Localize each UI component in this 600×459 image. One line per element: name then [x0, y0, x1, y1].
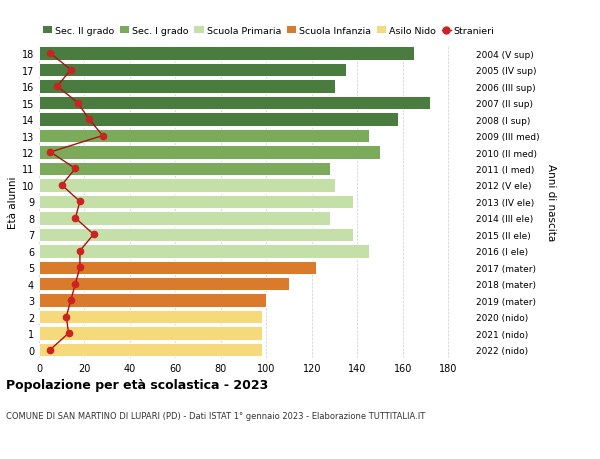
- Bar: [39, 97, 430, 110]
- Bar: [39, 343, 262, 357]
- Bar: [39, 162, 330, 176]
- Bar: [39, 129, 368, 143]
- Y-axis label: Età alunni: Età alunni: [8, 176, 17, 228]
- Bar: [39, 261, 316, 274]
- Bar: [39, 277, 289, 291]
- Bar: [39, 146, 380, 159]
- Y-axis label: Anni di nascita: Anni di nascita: [547, 163, 556, 241]
- Bar: [39, 113, 398, 127]
- Bar: [39, 179, 335, 192]
- Bar: [39, 327, 262, 340]
- Bar: [39, 294, 266, 307]
- Text: Popolazione per età scolastica - 2023: Popolazione per età scolastica - 2023: [6, 379, 268, 392]
- Bar: [39, 195, 353, 209]
- Bar: [39, 64, 346, 77]
- Bar: [39, 47, 414, 61]
- Bar: [39, 245, 368, 258]
- Text: COMUNE DI SAN MARTINO DI LUPARI (PD) - Dati ISTAT 1° gennaio 2023 - Elaborazione: COMUNE DI SAN MARTINO DI LUPARI (PD) - D…: [6, 411, 425, 420]
- Bar: [39, 212, 330, 225]
- Legend: Sec. II grado, Sec. I grado, Scuola Primaria, Scuola Infanzia, Asilo Nido, Stran: Sec. II grado, Sec. I grado, Scuola Prim…: [39, 23, 499, 39]
- Bar: [39, 80, 335, 94]
- Bar: [39, 228, 353, 241]
- Bar: [39, 310, 262, 324]
